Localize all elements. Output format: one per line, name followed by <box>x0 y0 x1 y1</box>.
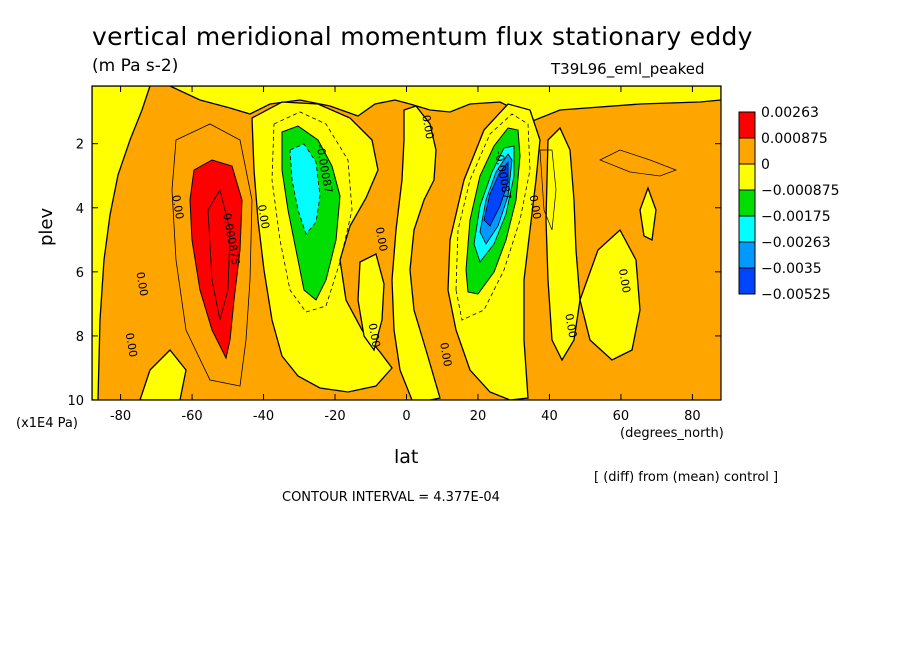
field-yellow-south-edge <box>92 86 151 400</box>
field-yellow-center <box>357 253 385 352</box>
x-tick-label: -20 <box>324 409 345 424</box>
field-yellow-east-blob <box>639 186 657 241</box>
run-label: T39L96_eml_peaked <box>551 60 705 78</box>
colorbar-label: −0.00525 <box>761 287 831 303</box>
contour-dash-north-outer <box>455 113 531 321</box>
contour-label: 0.00 <box>366 322 383 348</box>
contour-label: 0.00 <box>373 226 390 252</box>
chart-units: (m Pa s-2) <box>92 56 179 76</box>
colorbar-label: −0.00175 <box>761 209 831 225</box>
contour-label: 0.00 <box>419 114 436 140</box>
x-axis-unit: (degrees_north) <box>620 426 724 441</box>
x-tick-label: 80 <box>684 409 701 424</box>
contour-label: 0.00 <box>123 332 140 358</box>
colorbar-label: 0.00263 <box>761 105 819 121</box>
x-tick-label: 0 <box>402 409 410 424</box>
colorbar-swatch <box>738 267 756 295</box>
contour-orange-outer-south <box>171 123 253 387</box>
colorbar-label: −0.0035 <box>761 261 822 277</box>
x-tick-label: 60 <box>613 409 630 424</box>
x-tick-label: 40 <box>541 409 558 424</box>
x-tick-label: -40 <box>253 409 274 424</box>
chart-title: vertical meridional momentum flux statio… <box>92 22 753 51</box>
diff-note: [ (diff) from (mean) control ] <box>594 470 779 485</box>
field-yellow-north-east <box>545 126 581 362</box>
field-yellow-top-band <box>169 86 721 123</box>
contour-red-inner <box>207 188 231 321</box>
colorbar-label: −0.000875 <box>761 183 840 199</box>
field-yellow-equator <box>391 105 441 400</box>
colorbar-swatch <box>738 189 756 217</box>
contour-thin-north-1 <box>539 149 557 231</box>
colorbar-swatch <box>738 241 756 269</box>
x-axis-label: lat <box>394 446 419 468</box>
contour-label: 0.00 <box>527 194 544 220</box>
colorbar-swatch <box>738 111 756 139</box>
colorbar-label: −0.00263 <box>761 235 831 251</box>
contour-label: 0.00 <box>255 204 272 230</box>
colorbar-swatch <box>738 163 756 191</box>
x-tick-label: -80 <box>110 409 131 424</box>
colorbar-swatch <box>738 137 756 165</box>
field-yellow-south-bottom <box>139 349 187 400</box>
field-yellow-north-far <box>579 228 641 361</box>
field-red-lobe <box>189 159 243 360</box>
y-tick-label: 4 <box>76 202 84 217</box>
field-blue-north <box>483 160 509 227</box>
y-tick-label: 10 <box>67 394 84 409</box>
contour-dash-south-outer <box>271 111 353 313</box>
contour-thin-north-2 <box>599 149 677 177</box>
x-tick-label: 20 <box>470 409 487 424</box>
x-tick-label: -60 <box>181 409 202 424</box>
colorbar-label: 0.000875 <box>761 131 828 147</box>
y-tick-label: 6 <box>76 266 84 281</box>
contour-label: 0.00 <box>562 313 579 339</box>
contour-label: 0.00 <box>616 268 633 294</box>
contour-label: 0.00 <box>133 271 150 297</box>
y-axis-unit: (x1E4 Pa) <box>16 416 78 431</box>
contour-label: 0.00 <box>437 341 454 367</box>
field-cyan-south <box>289 143 321 235</box>
colorbar-swatch <box>738 215 756 243</box>
y-tick-label: 2 <box>76 138 84 153</box>
colorbar-label: 0 <box>761 157 770 173</box>
y-tick-label: 8 <box>76 330 84 345</box>
contour-label: 0.00 <box>169 194 186 220</box>
contour-interval: CONTOUR INTERVAL = 4.377E-04 <box>282 490 500 505</box>
